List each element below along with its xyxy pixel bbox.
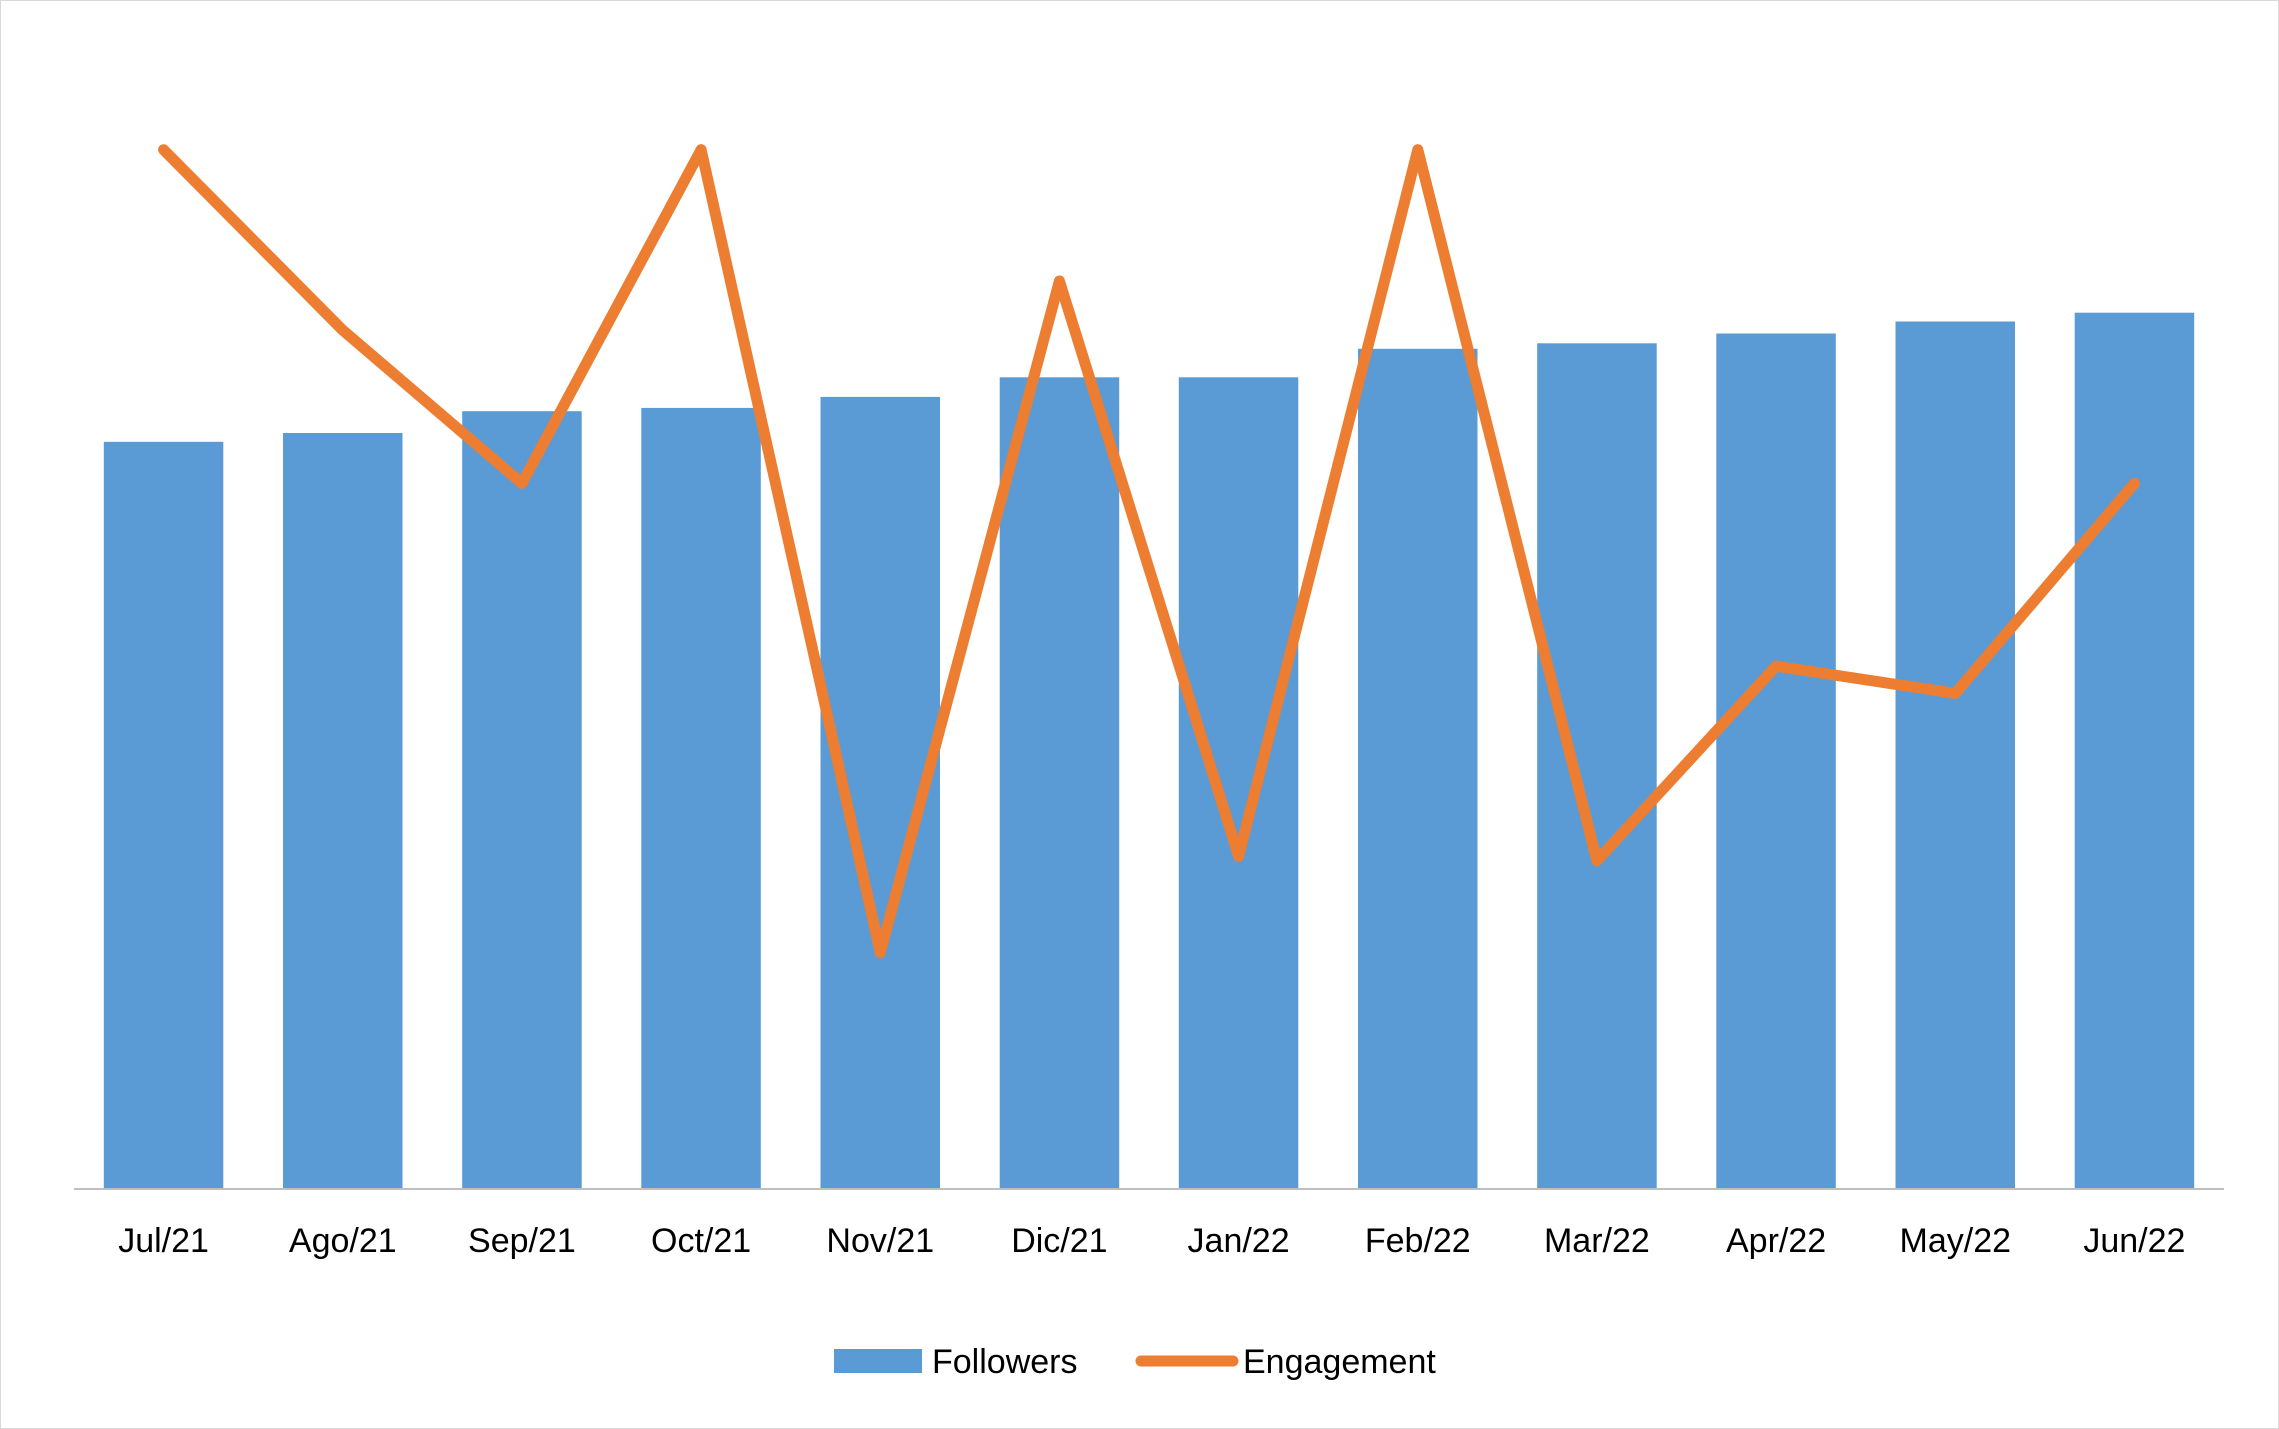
engagement-line [158,144,2140,959]
followers-bar [641,407,761,1189]
followers-bar [1537,343,1657,1189]
x-tick-label: Jan/22 [1188,1222,1290,1260]
followers-bar [1716,333,1836,1189]
x-tick-label: Oct/21 [651,1222,751,1260]
x-tick-label: Feb/22 [1365,1222,1471,1260]
x-axis-tick-labels: Jul/21 Ago/21 Sep/21 Oct/21 Nov/21 Dic/21 Jan/… [118,1222,2185,1260]
followers-bar [999,377,1120,1189]
x-tick-label: Apr/22 [1726,1222,1826,1260]
followers-bar [1895,321,2015,1189]
followers-bar [2074,312,2195,1189]
legend-label-engagement: Engagement [1243,1343,1436,1381]
legend: Followers Engagement [834,1343,1436,1381]
x-tick-label: Mar/22 [1544,1222,1650,1260]
legend-swatch-followers [834,1349,922,1373]
followers-bar [103,441,224,1189]
x-tick-label: Jul/21 [118,1222,209,1260]
x-tick-label: May/22 [1900,1222,2012,1260]
followers-bar [1178,377,1299,1189]
x-tick-label: Dic/21 [1011,1222,1107,1260]
engagement-line-group [158,144,2140,959]
followers-bar [462,411,582,1189]
x-tick-label: Ago/21 [289,1222,397,1260]
followers-bar [283,433,403,1189]
x-tick-label: Jun/22 [2083,1222,2185,1260]
followers-bars [103,312,2195,1189]
legend-label-followers: Followers [932,1343,1077,1381]
followers-bar [1358,348,1478,1189]
x-tick-label: Nov/21 [826,1222,934,1260]
x-tick-label: Sep/21 [468,1222,576,1260]
